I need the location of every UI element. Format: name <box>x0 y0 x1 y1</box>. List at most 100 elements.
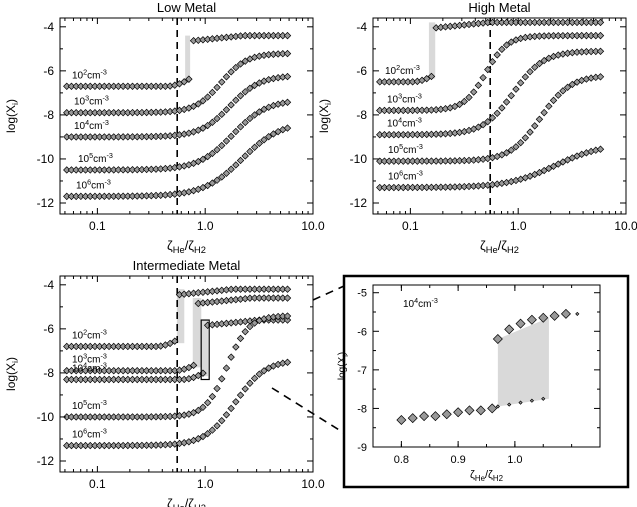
density-unit: cm <box>403 172 416 183</box>
inset-connector-lines <box>271 285 345 434</box>
data-marker <box>180 78 188 86</box>
data-marker <box>493 51 501 59</box>
data-marker <box>199 124 207 132</box>
plot-frame <box>59 275 314 473</box>
data-marker <box>246 84 254 92</box>
x-label-sub-he: He <box>173 245 185 255</box>
density-unit-exp: -3 <box>100 398 106 407</box>
data-marker <box>526 314 537 325</box>
plot-frame <box>59 17 314 215</box>
density-exp: 4 <box>414 296 418 305</box>
data-marker <box>498 45 506 54</box>
data-marker <box>246 322 254 331</box>
y-label-close: ) <box>4 357 18 361</box>
y-tick-label: -12 <box>37 454 55 468</box>
data-marker <box>283 294 292 302</box>
data-marker <box>208 118 217 127</box>
data-marker <box>232 63 240 72</box>
density-base: 10 <box>388 145 400 156</box>
data-marker <box>474 81 483 90</box>
data-marker <box>208 426 217 434</box>
density-exp: 5 <box>399 142 403 151</box>
hysteresis-shade <box>176 289 185 344</box>
density-exp: 2 <box>396 63 400 72</box>
density-unit-exp: -3 <box>416 169 422 178</box>
plot-area <box>376 18 605 214</box>
x-label-sep: /ζ <box>185 238 195 253</box>
data-marker <box>488 58 497 66</box>
series-3 <box>63 49 292 117</box>
density-exp: 6 <box>399 169 403 178</box>
density-exp: 2 <box>83 327 87 336</box>
hysteresis-shade <box>192 298 202 368</box>
data-marker <box>189 102 198 110</box>
density-unit: cm <box>87 355 100 366</box>
data-marker <box>213 114 221 123</box>
density-label-3: 103cm-3 <box>387 91 422 105</box>
density-exp: 2 <box>83 67 87 76</box>
data-marker <box>492 334 503 344</box>
data-marker <box>241 88 249 96</box>
series-3 <box>376 31 605 115</box>
data-marker <box>563 83 572 91</box>
y-tick-label: -6 <box>43 322 54 336</box>
intermediate-metal-panel: Intermediate Metal -4 -6 -8 -10 -12 0.1 1.0 10.0… <box>4 258 325 507</box>
density-base: 10 <box>76 180 88 191</box>
data-marker <box>596 31 605 40</box>
x-label-sub-he: He <box>475 474 486 483</box>
data-marker <box>460 97 468 106</box>
x-tick-label: 1.0 <box>197 219 214 233</box>
data-marker <box>208 392 217 401</box>
density-exp: 5 <box>83 398 87 407</box>
density-base: 10 <box>78 154 90 165</box>
data-marker-small <box>507 402 512 407</box>
data-marker <box>227 132 235 141</box>
density-label-2: 102cm-3 <box>385 63 420 77</box>
x-label-zeta: ζ <box>470 469 475 481</box>
data-marker <box>484 65 492 74</box>
density-unit-exp: -3 <box>415 116 421 125</box>
data-marker-small <box>541 396 546 401</box>
data-marker <box>203 429 212 438</box>
density-base: 10 <box>72 430 84 441</box>
data-marker <box>236 92 245 100</box>
data-marker <box>255 108 264 116</box>
density-label-4: 104cm-3 <box>74 118 109 132</box>
panel-title: High Metal <box>468 0 530 15</box>
data-marker <box>218 173 226 181</box>
y-tick-label: -10 <box>350 152 368 166</box>
data-marker <box>185 363 193 372</box>
data-marker <box>255 139 264 148</box>
x-tick-label: 0.8 <box>394 454 409 466</box>
density-label-5: 105cm-3 <box>388 142 423 156</box>
x-label-zeta: ζ <box>167 496 173 507</box>
y-label-close: ) <box>4 99 18 103</box>
data-marker <box>250 111 259 119</box>
data-marker <box>203 152 212 161</box>
data-marker <box>540 108 548 117</box>
data-marker <box>236 60 245 68</box>
data-marker <box>283 72 292 81</box>
data-marker <box>269 130 278 138</box>
y-axis-label: log(Xi) <box>337 352 350 380</box>
data-marker <box>199 155 207 163</box>
y-tick-label: -8 <box>43 108 54 122</box>
data-marker <box>427 72 436 81</box>
data-marker <box>507 91 515 100</box>
data-marker <box>166 339 174 348</box>
y-tick-label: -8 <box>43 366 54 380</box>
y-label-main: log(X <box>4 363 18 391</box>
series-2 <box>63 285 292 351</box>
density-base: 10 <box>387 94 399 105</box>
data-marker <box>199 432 207 441</box>
density-unit-exp: -3 <box>416 142 422 151</box>
data-marker <box>222 73 231 81</box>
low-metal-panel: Low Metal -4 -6 -8 -10 -12 0.1 1.0 10.0 ζHe/ζH2 lo… <box>4 0 325 255</box>
density-unit: cm <box>400 66 413 77</box>
series-6 <box>63 358 292 450</box>
data-marker <box>194 371 202 380</box>
data-marker <box>250 81 259 90</box>
data-marker <box>283 98 292 107</box>
data-marker <box>227 353 235 361</box>
data-marker <box>487 403 498 414</box>
